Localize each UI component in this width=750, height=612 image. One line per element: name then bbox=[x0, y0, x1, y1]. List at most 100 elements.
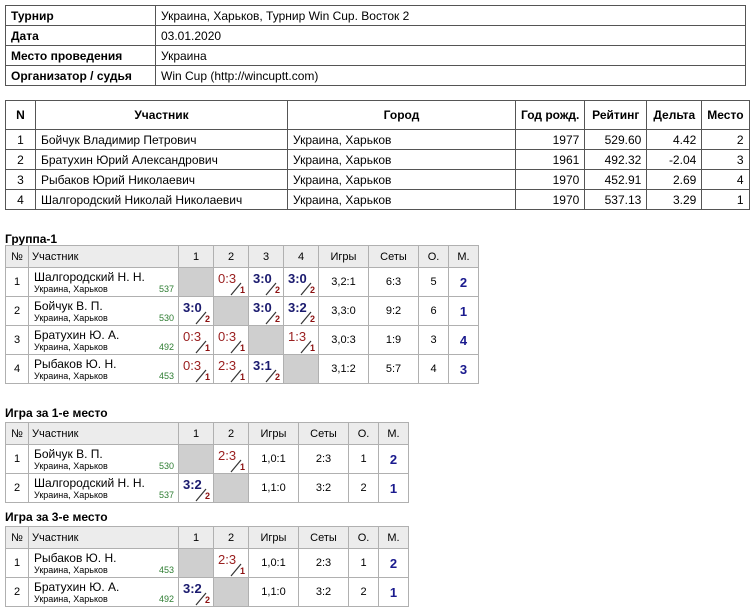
slash bbox=[230, 282, 242, 296]
participant-cell: 452.91 bbox=[584, 169, 648, 190]
participant-cell: Бойчук Владимир Петрович bbox=[35, 129, 288, 150]
slash-line bbox=[195, 488, 207, 502]
self-cell bbox=[178, 267, 214, 297]
player-rating: 492 bbox=[158, 594, 174, 604]
header-row: № Участник 1 2 Игры Сеты О. М. bbox=[5, 422, 409, 445]
player-cell: Рыбаков Ю. Н. Украина, Харьков 453 bbox=[28, 548, 179, 578]
row-number: 1 bbox=[5, 444, 29, 474]
slash-line bbox=[195, 311, 207, 325]
slash bbox=[195, 340, 207, 354]
slash bbox=[265, 282, 277, 296]
player-city: Украина, Харьков bbox=[34, 313, 108, 323]
match-mark: 1 bbox=[309, 343, 315, 353]
group-table: № Участник 1 2 Игры Сеты О. М. 1 Рыбаков Ю. Н. Укр… bbox=[5, 526, 409, 607]
slash-line bbox=[230, 369, 242, 383]
slash bbox=[265, 369, 277, 383]
group-table: № Участник 1 2 Игры Сеты О. М. 1 Бойчук В. П. Укра… bbox=[5, 422, 409, 503]
participant-cell: 1 bbox=[5, 129, 36, 150]
match-score: 3:2 bbox=[183, 477, 202, 492]
row-number: 1 bbox=[5, 548, 29, 578]
match-mark: 2 bbox=[309, 285, 315, 295]
games: 1,1:0 bbox=[248, 473, 299, 503]
games: 1,0:1 bbox=[248, 548, 299, 578]
player-name: Рыбаков Ю. Н. bbox=[34, 551, 117, 565]
points: 1 bbox=[348, 548, 379, 578]
self-cell bbox=[283, 354, 319, 384]
slash bbox=[300, 340, 312, 354]
player-rating: 530 bbox=[158, 461, 174, 471]
participant-cell: Украина, Харьков bbox=[287, 149, 516, 170]
participant-cell: -2.04 bbox=[646, 149, 703, 170]
header-row: № Участник 1 2 3 4 Игры Сеты О. М. bbox=[5, 245, 479, 268]
info-label: Турнир bbox=[5, 5, 156, 26]
column-header: № bbox=[5, 422, 29, 445]
slash-line bbox=[230, 459, 242, 473]
row-number: 2 bbox=[5, 473, 29, 503]
info-label: Организатор / судья bbox=[5, 65, 156, 86]
match-cell: 0:3 1 bbox=[213, 325, 249, 355]
participant-cell: 2 bbox=[701, 129, 750, 150]
participant-cell: 3 bbox=[701, 149, 750, 170]
points: 5 bbox=[418, 267, 449, 297]
column-header: 1 bbox=[178, 422, 214, 445]
match-cell: 3:0 2 bbox=[248, 267, 284, 297]
match-mark: 2 bbox=[274, 285, 280, 295]
match-mark: 1 bbox=[239, 462, 245, 472]
participant-cell: 537.13 bbox=[584, 189, 648, 210]
match-score: 1:3 bbox=[288, 329, 307, 344]
match-score: 0:3 bbox=[183, 329, 202, 344]
player-rating: 537 bbox=[158, 284, 174, 294]
player-name: Шалгородский Н. Н. bbox=[34, 476, 145, 490]
column-header: Сеты bbox=[298, 526, 349, 549]
header-row: N Участник Город Год рожд. Рейтинг Дельта Мест… bbox=[5, 100, 750, 130]
slash bbox=[230, 563, 242, 577]
slash bbox=[195, 592, 207, 606]
header-row: № Участник 1 2 Игры Сеты О. М. bbox=[5, 526, 409, 549]
self-cell bbox=[213, 473, 249, 503]
column-header: М. bbox=[378, 422, 409, 445]
info-value: Украина, Харьков, Турнир Win Cup. Восток… bbox=[155, 5, 746, 26]
column-header: О. bbox=[418, 245, 449, 268]
slash-line bbox=[195, 369, 207, 383]
match-mark: 1 bbox=[239, 566, 245, 576]
player-name: Братухин Ю. А. bbox=[34, 328, 120, 342]
participant-cell: 4 bbox=[701, 169, 750, 190]
participants-table: N Участник Город Год рожд. Рейтинг Дельта Мест… bbox=[5, 100, 750, 210]
info-row: Турнир Украина, Харьков, Турнир Win Cup. … bbox=[5, 5, 746, 26]
participant-cell: 2.69 bbox=[646, 169, 703, 190]
place: 4 bbox=[448, 325, 479, 355]
player-rating: 492 bbox=[158, 342, 174, 352]
slash-line bbox=[300, 311, 312, 325]
player-name: Шалгородский Н. Н. bbox=[34, 270, 145, 284]
column-header: 3 bbox=[248, 245, 284, 268]
match-cell: 3:2 2 bbox=[283, 296, 319, 326]
match-mark: 2 bbox=[204, 595, 210, 605]
participant-row: 3 Рыбаков Юрий Николаевич Украина, Харьков… bbox=[5, 169, 750, 190]
participant-row: 1 Бойчук Владимир Петрович Украина, Харько… bbox=[5, 129, 750, 150]
place: 3 bbox=[448, 354, 479, 384]
column-header: N bbox=[5, 100, 36, 130]
player-name: Рыбаков Ю. Н. bbox=[34, 357, 117, 371]
self-cell bbox=[213, 296, 249, 326]
participant-cell: 1970 bbox=[514, 169, 586, 190]
player-city: Украина, Харьков bbox=[34, 342, 108, 352]
column-header: 1 bbox=[178, 245, 214, 268]
participant-cell: 3 bbox=[5, 169, 36, 190]
slash-line bbox=[230, 282, 242, 296]
sets: 3:2 bbox=[298, 473, 349, 503]
place: 2 bbox=[378, 444, 409, 474]
self-cell bbox=[178, 444, 214, 474]
player-city: Украина, Харьков bbox=[34, 461, 108, 471]
participant-cell: 492.32 bbox=[584, 149, 648, 170]
info-value: Win Cup (http://wincuptt.com) bbox=[155, 65, 746, 86]
column-header: Участник bbox=[35, 100, 288, 130]
match-cell: 3:0 2 bbox=[283, 267, 319, 297]
slash bbox=[195, 311, 207, 325]
slash-line bbox=[195, 592, 207, 606]
place: 2 bbox=[378, 548, 409, 578]
games: 1,1:0 bbox=[248, 577, 299, 607]
sets: 9:2 bbox=[368, 296, 419, 326]
match-cell: 1:3 1 bbox=[283, 325, 319, 355]
info-label: Место проведения bbox=[5, 45, 156, 66]
match-mark: 1 bbox=[204, 343, 210, 353]
